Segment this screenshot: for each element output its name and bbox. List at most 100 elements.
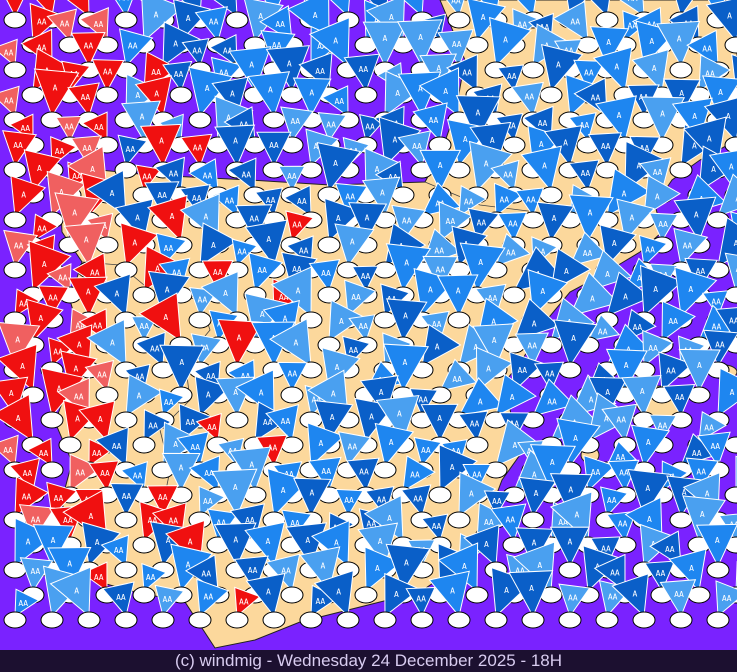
wind-pennant [244, 521, 286, 568]
wind-label: AA [163, 595, 173, 604]
wind-label: A [336, 587, 341, 596]
wind-pennant [527, 269, 569, 318]
wind-label: A [309, 489, 314, 498]
wind-label: AA [18, 599, 28, 608]
wind-pennant [277, 361, 308, 393]
wind-label: A [186, 560, 191, 569]
wind-pennant [67, 82, 100, 118]
wind-label: A [233, 137, 238, 146]
wind-label: AA [627, 22, 637, 31]
wind-pennant [154, 584, 185, 618]
wind-pennant [88, 460, 120, 493]
station-ellipse [280, 386, 304, 404]
wind-label: A [16, 414, 21, 423]
wind-label: AA [509, 420, 519, 429]
wind-label: AA [94, 20, 104, 29]
wind-label: A [450, 463, 455, 472]
wind-label: AA [591, 468, 601, 477]
station-ellipse [132, 286, 156, 304]
wind-pennant [385, 298, 428, 343]
wind-label: A [568, 537, 573, 546]
wind-pennant [533, 361, 565, 393]
wind-label: A [20, 362, 25, 371]
wind-label: A [463, 135, 468, 144]
wind-label: AA [116, 593, 126, 602]
wind-station: AA [135, 331, 175, 379]
wind-label: AA [203, 497, 213, 506]
wind-label: A [59, 188, 64, 197]
wind-pennant [270, 266, 312, 318]
wind-label: AA [540, 23, 550, 32]
wind-label: AA [150, 345, 160, 354]
station-ellipse [669, 161, 693, 179]
wind-label: A [481, 13, 486, 22]
wind-pennant [437, 29, 474, 68]
wind-label: A [476, 109, 481, 118]
wind-pennant [715, 580, 737, 618]
wind-station: A [611, 573, 656, 629]
station-ellipse [632, 611, 656, 629]
wind-label: AA [675, 393, 685, 402]
station-ellipse [114, 411, 138, 429]
wind-station: A [447, 471, 497, 529]
wind-station: AA [552, 0, 600, 54]
wind-label: AA [610, 569, 620, 578]
wind-label: AA [704, 423, 714, 432]
wind-pennant [176, 431, 210, 468]
station-ellipse [3, 61, 27, 79]
station-ellipse [558, 611, 582, 629]
wind-label: A [504, 586, 509, 595]
wind-station: AA [405, 586, 436, 629]
station-ellipse [669, 611, 693, 629]
wind-label: AA [692, 449, 702, 458]
wind-label: AA [729, 316, 737, 325]
wind-station: AA [587, 132, 623, 179]
wind-label: AA [203, 172, 213, 181]
wind-label: AA [94, 123, 104, 132]
wind-pennant [458, 377, 505, 417]
wind-station: AA [46, 8, 82, 54]
wind-pennant [558, 583, 591, 618]
wind-label: A [258, 12, 263, 21]
wind-pennant [278, 165, 306, 193]
wind-station: A [706, 173, 737, 229]
wind-label: AA [19, 299, 29, 308]
wind-label: A [333, 159, 338, 168]
wind-pennant [497, 211, 528, 243]
wind-pennant [384, 572, 421, 618]
wind-label: AA [209, 17, 219, 26]
wind-pennant [181, 38, 210, 68]
wind-station: AA [558, 583, 591, 629]
wind-pennant [568, 194, 614, 243]
wind-label: A [374, 16, 379, 25]
wind-label: A [132, 239, 137, 248]
wind-station: AA [0, 38, 27, 79]
wind-label: AA [100, 469, 110, 478]
wind-label: A [503, 35, 508, 44]
station-ellipse [465, 436, 489, 454]
wind-label: AA [418, 396, 428, 405]
wind-label: A [296, 287, 301, 296]
wind-pennant [648, 414, 678, 443]
wind-pennant [592, 46, 633, 93]
wind-pennant [313, 569, 354, 618]
wind-pennant [695, 523, 737, 568]
wind-label: AA [581, 169, 591, 178]
wind-label: A [617, 111, 622, 120]
wind-pennant [490, 503, 527, 543]
wind-label: A [313, 11, 318, 20]
wind-pennant [532, 378, 576, 417]
wind-label: A [249, 460, 254, 469]
wind-pennant [117, 134, 148, 168]
wind-label: A [166, 536, 171, 545]
wind-label: AA [499, 195, 509, 204]
wind-label: AA [558, 518, 568, 527]
wind-label: A [305, 536, 310, 545]
wind-label: A [655, 192, 660, 201]
wind-pennant [717, 367, 737, 418]
wind-label: A [330, 413, 335, 422]
wind-label: AA [245, 516, 255, 525]
wind-label: A [266, 588, 271, 597]
wind-station: AA [101, 581, 138, 629]
wind-pennant [421, 323, 462, 367]
